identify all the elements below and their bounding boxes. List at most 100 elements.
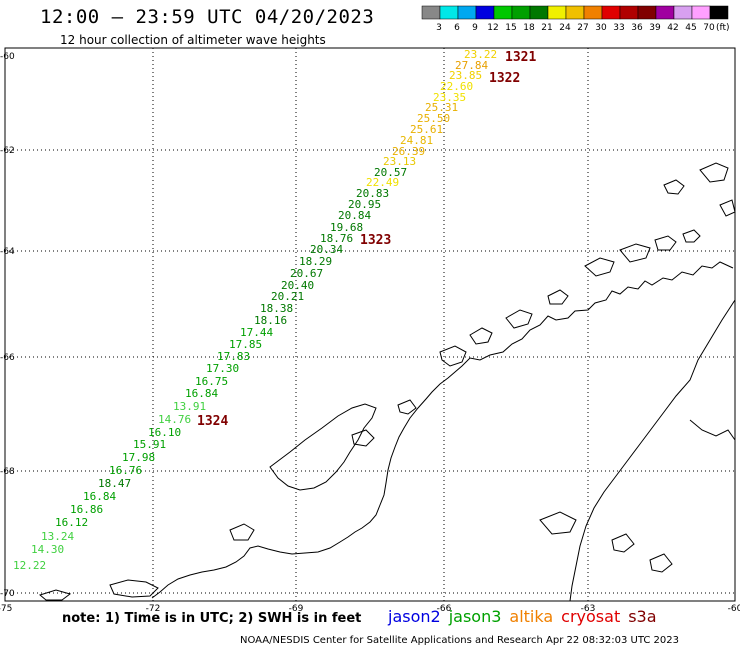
- longitude-label: -66: [437, 604, 452, 614]
- coastline-larsen: [689, 419, 736, 441]
- coastline-island-i: [649, 553, 673, 573]
- pass-time-label: 1324: [197, 414, 228, 429]
- coastline-island-f: [719, 199, 736, 217]
- wave-height-label: 23.22: [464, 48, 497, 61]
- legend-label: 9: [472, 23, 478, 33]
- longitude-label: -63: [581, 604, 596, 614]
- latitude-label: -68: [0, 467, 15, 477]
- wave-height-label: 22.60: [440, 80, 473, 93]
- pass-time-label: 1322: [489, 71, 520, 86]
- legend-swatch: [439, 5, 459, 20]
- legend-label: 70: [703, 23, 715, 33]
- satellite-name-jason2: jason2: [388, 607, 441, 626]
- coastline-south-shetland-1: [584, 257, 615, 277]
- legend-swatch: [511, 5, 531, 20]
- wave-height-label: 13.91: [173, 400, 206, 413]
- wave-height-label: 18.47: [98, 477, 131, 490]
- legend-swatch: [601, 5, 621, 20]
- legend-label: 15: [505, 23, 516, 33]
- legend-swatch: [709, 5, 729, 20]
- coastline-peninsula: [151, 261, 734, 599]
- latitude-label: -70: [0, 589, 15, 599]
- latitude-labels: -60 -62 -64 -66 -68 -70: [0, 52, 15, 599]
- wave-height-label: 27.84: [455, 59, 488, 72]
- legend-label: 24: [559, 23, 571, 33]
- pass-time-label: 1321: [505, 50, 536, 65]
- wave-height-label: 14.30: [31, 543, 64, 556]
- wave-height-label: 25.61: [410, 123, 443, 136]
- legend-swatch: [655, 5, 675, 20]
- wave-height-label: 17.85: [229, 338, 262, 351]
- wave-height-label: 18.29: [299, 255, 332, 268]
- wave-height-label: 24.81: [400, 134, 433, 147]
- legend-label: 30: [595, 23, 607, 33]
- longitude-labels: -75 -72 -69 -66 -63 -60: [0, 604, 740, 614]
- wave-height-label: 22.49: [366, 176, 399, 189]
- satellite-name-jason3: jason3: [448, 607, 502, 626]
- wave-height-label: 23.85: [449, 69, 482, 82]
- wave-height-label: 25.31: [425, 101, 458, 114]
- legend-swatch: [457, 5, 477, 20]
- wave-height-label: 16.84: [185, 387, 218, 400]
- coastline-island-a: [351, 429, 375, 447]
- wave-height-label: 17.44: [240, 326, 273, 339]
- coastline-island-g: [539, 511, 577, 535]
- wave-height-label: 16.84: [83, 490, 116, 503]
- satellite-legend: jason2 jason3 altika cryosat s3a: [388, 607, 665, 626]
- page-title: 12:00 – 23:59 UTC 04/20/2023: [40, 6, 375, 28]
- wave-height-label: 20.84: [338, 209, 371, 222]
- latitude-label: -64: [0, 247, 15, 257]
- wave-height-label: 25.50: [417, 112, 450, 125]
- legend-label: 27: [577, 23, 588, 33]
- wave-height-label: 17.98: [122, 451, 155, 464]
- coastline-island-h: [611, 533, 635, 553]
- coastline-south-shetland-4: [682, 229, 701, 243]
- legend-label: 45: [685, 23, 696, 33]
- coastline-alexander-island: [269, 403, 377, 491]
- legend-swatch: [691, 5, 711, 20]
- wave-height-label: 16.10: [148, 426, 181, 439]
- wave-height-label: 16.76: [109, 464, 142, 477]
- legend-swatch: [637, 5, 657, 20]
- coastline-island-c: [547, 289, 569, 305]
- legend-labels: 3 6 9 12 15 18 21 24 27 30 33 36 39 42 45 70: [436, 23, 715, 33]
- wave-height-label: 20.40: [281, 279, 314, 292]
- graticule: [5, 48, 735, 601]
- satellite-name-s3a: s3a: [628, 607, 657, 626]
- wave-height-label: 18.16: [254, 314, 287, 327]
- coastline-brabant: [505, 309, 533, 329]
- wave-height-label: 20.21: [271, 290, 304, 303]
- legend-label: 36: [631, 23, 643, 33]
- legend-swatch: [565, 5, 585, 20]
- legend-swatch: [421, 5, 441, 20]
- wave-height-label: 17.30: [206, 362, 239, 375]
- coastline-island-k: [229, 523, 255, 541]
- wave-height-label: 23.13: [383, 155, 416, 168]
- legend-label: 42: [667, 23, 678, 33]
- legend-swatch: [673, 5, 693, 20]
- legend-swatch: [547, 5, 567, 20]
- pass-time-labels: 1321 1322 1323 1324: [197, 50, 536, 429]
- coastline-south-shetland-3: [654, 235, 677, 251]
- wave-height-label: 20.95: [348, 198, 381, 211]
- coastline-island-b: [397, 399, 417, 415]
- coastline-shelf: [109, 579, 159, 598]
- satellite-name-cryosat: cryosat: [561, 607, 621, 626]
- wave-height-label: 17.83: [217, 350, 250, 363]
- wave-height-label: 16.12: [55, 516, 88, 529]
- coastline-anvers: [469, 327, 493, 345]
- wave-height-label: 26.39: [392, 145, 425, 158]
- wave-height-label: 19.68: [330, 221, 363, 234]
- wave-height-legend: [421, 5, 729, 20]
- longitude-label: -60: [728, 604, 740, 614]
- wave-height-label: 20.67: [290, 267, 323, 280]
- coastline-island-d: [663, 179, 685, 195]
- legend-swatch: [583, 5, 603, 20]
- coastline-island-e: [699, 162, 729, 183]
- legend-swatch: [493, 5, 513, 20]
- wave-height-label: 23.35: [433, 91, 466, 104]
- coastline-adelaide: [439, 345, 467, 367]
- wave-height-label: 18.38: [260, 302, 293, 315]
- wave-height-label: 18.76: [320, 232, 353, 245]
